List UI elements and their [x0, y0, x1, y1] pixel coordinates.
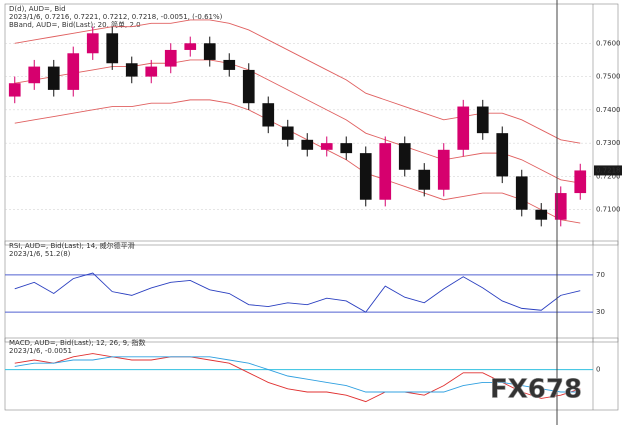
candle-body: [145, 66, 158, 77]
candle-body: [164, 49, 177, 67]
panel-frame: [4, 240, 619, 343]
y-tick-label: 0.7600: [596, 39, 621, 47]
candle-body: [184, 43, 197, 50]
series-line: [14, 353, 581, 403]
candle-body: [106, 33, 119, 64]
candle-body: [28, 66, 41, 84]
series-line: [14, 99, 581, 224]
y-tick-label: 0.7400: [596, 106, 621, 114]
y-tick-label: 0: [596, 366, 600, 374]
candle-body: [554, 193, 567, 220]
candle-body: [398, 143, 411, 170]
series-line: [14, 272, 581, 313]
candle-body: [496, 133, 509, 177]
candle-body: [359, 153, 372, 200]
candle-body: [535, 209, 548, 220]
candle-body: [457, 106, 470, 150]
series-line: [14, 356, 581, 393]
candle-body: [125, 63, 138, 77]
candle-body: [223, 59, 236, 70]
candle-body: [476, 106, 489, 134]
candle-body: [418, 169, 431, 190]
candle-body: [242, 69, 255, 104]
candle-body: [301, 139, 314, 150]
candle-body: [203, 43, 216, 60]
y-tick-label: 0.7100: [596, 206, 621, 214]
candle-body: [86, 33, 99, 54]
panel-title: D(d), AUD=, Bid: [9, 5, 66, 13]
candle-body: [67, 53, 80, 90]
panel-legend: 2023/1/6, 51.2(8): [9, 250, 71, 258]
panel-legend: BBand, AUD=, Bid(Last); 20, 简单, 2.0: [9, 20, 141, 29]
panel-title: RSI, AUD=, Bid(Last); 14, 威尔德平滑: [9, 241, 135, 250]
y-tick-label: 0.7500: [596, 73, 621, 81]
y-tick-label: 0.7300: [596, 139, 621, 147]
panel-frame: [4, 3, 619, 246]
y-tick-label: 30: [596, 308, 605, 316]
candle-body: [515, 176, 528, 210]
candle-body: [8, 83, 21, 97]
candle-body: [574, 170, 587, 194]
y-tick-label: 0.7200: [596, 172, 621, 180]
candle-body: [320, 143, 333, 150]
panel-legend: 2023/1/6, -0.0051: [9, 347, 72, 355]
candle-body: [47, 66, 60, 90]
candle-body: [281, 126, 294, 140]
last-price-label: 0.7218: [596, 166, 621, 174]
watermark: FX678: [490, 375, 582, 405]
candle-body: [340, 143, 353, 154]
panel-legend: 2023/1/6, 0.7216, 0.7221, 0.7212, 0.7218…: [9, 13, 223, 21]
panel-frame: [4, 337, 619, 411]
candle-body: [379, 143, 392, 200]
last-price-box: [594, 165, 622, 176]
candle-body: [262, 103, 275, 127]
y-tick-label: 70: [596, 271, 605, 279]
candle-body: [437, 149, 450, 190]
series-line: [14, 59, 581, 184]
panel-title: MACD, AUD=, Bid(Last); 12, 26, 9, 指数: [9, 338, 146, 347]
